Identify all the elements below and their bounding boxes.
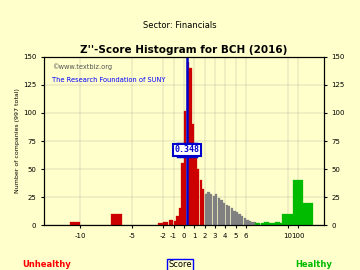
Text: Score: Score — [168, 260, 192, 269]
Bar — [223, 203, 225, 225]
Bar — [168, 220, 173, 225]
Bar — [244, 218, 246, 225]
Bar — [202, 189, 204, 225]
Bar — [251, 222, 254, 225]
Bar — [205, 194, 207, 225]
Bar — [280, 223, 285, 225]
Bar — [70, 222, 80, 225]
Text: Healthy: Healthy — [295, 260, 332, 269]
Bar — [246, 220, 248, 225]
Bar — [258, 223, 260, 225]
Bar — [275, 222, 280, 225]
Bar — [238, 214, 241, 225]
Text: Unhealthy: Unhealthy — [22, 260, 71, 269]
Bar — [249, 221, 251, 225]
Bar — [189, 68, 192, 225]
Bar — [254, 222, 256, 225]
Bar — [241, 216, 243, 225]
Bar — [210, 194, 212, 225]
Bar — [228, 206, 230, 225]
Bar — [184, 111, 186, 225]
Bar — [186, 62, 189, 225]
Bar — [282, 214, 293, 225]
Bar — [163, 222, 168, 225]
Bar — [176, 216, 179, 225]
Bar — [231, 208, 233, 225]
Bar — [197, 169, 199, 225]
Y-axis label: Number of companies (997 total): Number of companies (997 total) — [15, 89, 20, 193]
Bar — [218, 198, 220, 225]
Text: Sector: Financials: Sector: Financials — [143, 21, 217, 30]
Bar — [174, 221, 176, 225]
Bar — [261, 223, 263, 225]
Bar — [192, 124, 194, 225]
Bar — [303, 203, 314, 225]
Title: Z''-Score Histogram for BCH (2016): Z''-Score Histogram for BCH (2016) — [80, 45, 288, 55]
Text: The Research Foundation of SUNY: The Research Foundation of SUNY — [52, 77, 166, 83]
Bar — [212, 196, 215, 225]
Bar — [158, 223, 163, 225]
Bar — [215, 194, 217, 225]
Bar — [194, 152, 197, 225]
Bar — [207, 191, 210, 225]
Bar — [179, 208, 181, 225]
Bar — [255, 223, 258, 225]
Bar — [263, 223, 265, 225]
Bar — [199, 180, 202, 225]
Bar — [181, 163, 184, 225]
Text: 0.348: 0.348 — [175, 146, 199, 154]
Bar — [293, 180, 303, 225]
Bar — [233, 211, 235, 225]
Bar — [264, 222, 269, 225]
Bar — [220, 201, 222, 225]
Text: ©www.textbiz.org: ©www.textbiz.org — [52, 63, 112, 70]
Bar — [236, 212, 238, 225]
Bar — [111, 214, 122, 225]
Bar — [225, 205, 228, 225]
Bar — [269, 223, 275, 225]
